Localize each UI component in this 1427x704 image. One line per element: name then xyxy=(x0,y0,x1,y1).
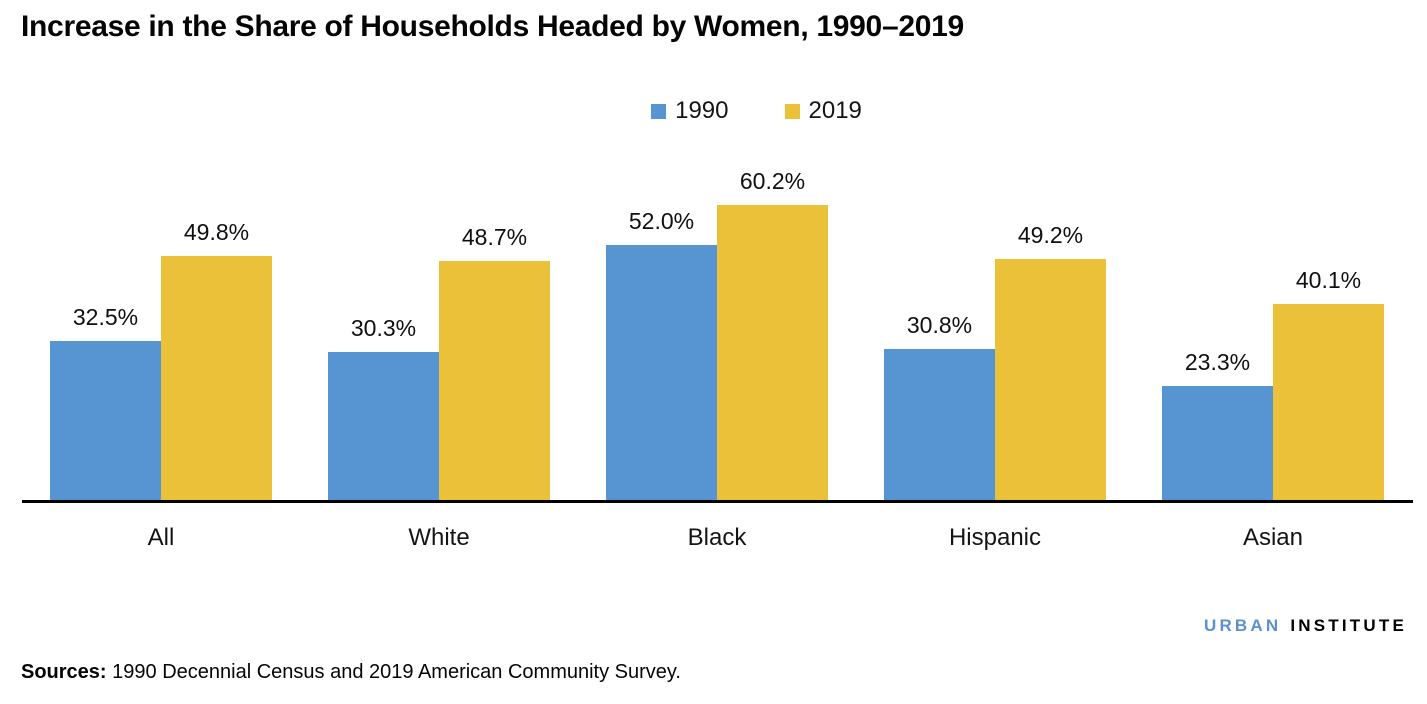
bar-2019-white: 48.7% xyxy=(439,224,550,500)
value-label-1990-white: 30.3% xyxy=(350,315,417,341)
urban-institute-logo: URBAN INSTITUTE xyxy=(1204,616,1407,636)
value-label-2019-black: 60.2% xyxy=(739,168,806,194)
legend-swatch-2019 xyxy=(784,103,800,119)
legend-item-2019: 2019 xyxy=(784,97,862,125)
sources-note: Sources: 1990 Decennial Census and 2019 … xyxy=(21,661,681,684)
bar-2019-asian: 40.1% xyxy=(1273,267,1384,500)
bar-1990-hispanic: 30.8% xyxy=(884,312,995,500)
bar-1990-white: 30.3% xyxy=(328,315,439,500)
legend-swatch-1990 xyxy=(651,103,667,119)
plot-area: 32.5% 49.8% 30.3% 48.7% 52.0% 60.2% 30.8% 49.2%… xyxy=(22,168,1413,503)
logo-word-institute: INSTITUTE xyxy=(1290,616,1407,635)
value-label-1990-all: 32.5% xyxy=(72,304,139,330)
value-label-2019-asian: 40.1% xyxy=(1295,267,1362,293)
value-label-1990-hispanic: 30.8% xyxy=(906,312,973,338)
bar-2019-black: 60.2% xyxy=(717,168,828,500)
value-label-1990-asian: 23.3% xyxy=(1184,349,1251,375)
bar-1990-asian: 23.3% xyxy=(1162,349,1273,500)
bar-2019-all: 49.8% xyxy=(161,219,272,500)
legend-label-2019: 2019 xyxy=(808,97,862,124)
value-label-2019-white: 48.7% xyxy=(461,224,528,250)
axis-labels: All White Black Hispanic Asian xyxy=(22,524,1413,560)
value-label-2019-hispanic: 49.2% xyxy=(1017,222,1084,248)
legend: 1990 2019 xyxy=(43,97,1427,125)
bar-1990-all: 32.5% xyxy=(50,304,161,500)
bar-2019-hispanic: 49.2% xyxy=(995,222,1106,500)
axis-label-white: White xyxy=(408,524,470,551)
sources-text: 1990 Decennial Census and 2019 American … xyxy=(106,661,681,683)
axis-label-hispanic: Hispanic xyxy=(948,524,1042,551)
logo-word-urban: URBAN xyxy=(1203,616,1282,635)
bar-1990-black: 52.0% xyxy=(606,208,717,500)
value-label-1990-black: 52.0% xyxy=(628,208,695,234)
legend-label-1990: 1990 xyxy=(675,97,729,124)
sources-label: Sources: xyxy=(21,661,107,683)
chart-title: Increase in the Share of Households Head… xyxy=(21,10,964,43)
axis-label-black: Black xyxy=(687,524,747,551)
axis-label-all: All xyxy=(147,524,175,551)
legend-item-1990: 1990 xyxy=(651,97,729,125)
value-label-2019-all: 49.8% xyxy=(183,219,250,245)
axis-label-asian: Asian xyxy=(1242,524,1304,551)
